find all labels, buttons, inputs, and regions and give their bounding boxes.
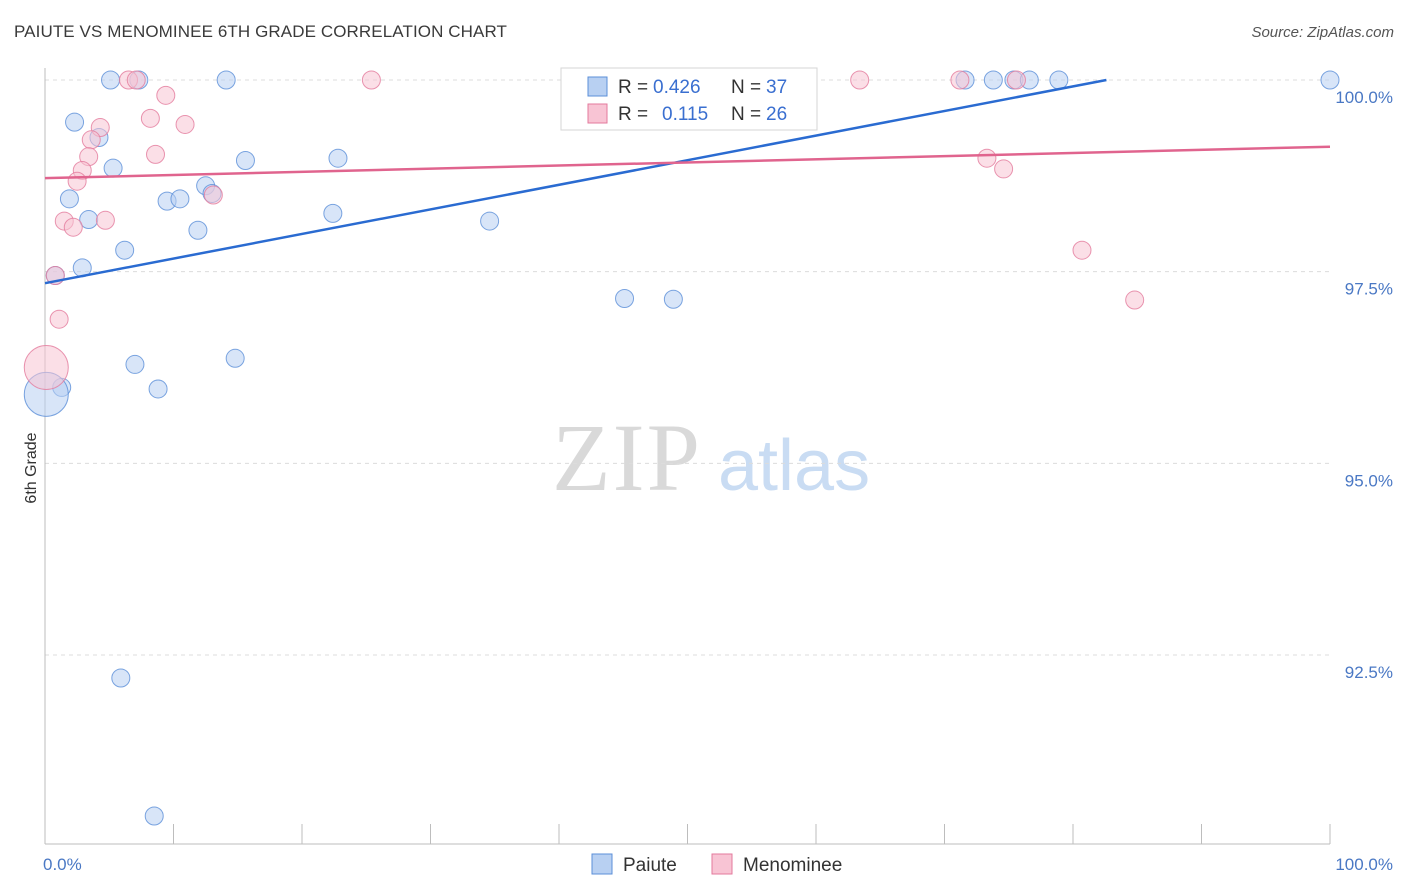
paiute-point-30 [225, 348, 245, 368]
y-tick-label-2: 95.0% [1345, 471, 1393, 490]
legend-menominee-n-value: 26 [766, 104, 787, 125]
paiute-point-31 [125, 354, 145, 374]
paiute-point-24 [188, 220, 208, 240]
menominee-point-5 [1006, 70, 1026, 90]
correlation-legend: R = 0.426 N = 37 R = 0.115 N = 26 [560, 67, 818, 131]
paiute-point-15 [328, 148, 348, 168]
legend-menominee-n-label: N = [731, 104, 761, 125]
menominee-point-1 [126, 70, 146, 90]
paiute-point-23 [480, 211, 500, 231]
menominee-point-15 [977, 148, 997, 168]
legend-paiute-n-value: 37 [766, 77, 787, 98]
legend-menominee-r-value: 0.115 [662, 104, 708, 125]
bottom-legend-menominee-swatch [711, 853, 733, 875]
y-tick-label-1: 97.5% [1345, 280, 1393, 299]
bottom-legend-paiute-swatch [591, 853, 613, 875]
paiute-point-2 [216, 70, 236, 90]
watermark-atlas: atlas [718, 426, 870, 506]
menominee-point-7 [140, 108, 160, 128]
paiute-point-25 [115, 240, 135, 260]
menominee-point-8 [175, 114, 195, 134]
data-points [23, 70, 1340, 826]
x-tick-label-min: 0.0% [43, 855, 82, 874]
paiute-point-9 [1049, 70, 1069, 90]
paiute-point-6 [983, 70, 1003, 90]
paiute-point-28 [615, 289, 635, 308]
paiute-point-11 [65, 112, 85, 132]
menominee-point-10 [81, 130, 101, 150]
legend-paiute-r-value: 0.426 [653, 77, 701, 98]
menominee-point-22 [1125, 290, 1145, 310]
bottom-legend-menominee-label: Menominee [743, 855, 842, 876]
menominee-point-20 [63, 217, 83, 237]
legend-paiute-n-label: N = [731, 77, 761, 98]
trend-lines [44, 78, 1331, 285]
menominee-point-14 [67, 171, 87, 191]
watermark-zip: ZIP [552, 404, 702, 511]
menominee-point-16 [994, 159, 1014, 179]
menominee-point-19 [95, 210, 115, 230]
menominee-trend-line [44, 145, 1331, 180]
menominee-point-3 [850, 70, 870, 90]
menominee-point-2 [361, 70, 381, 90]
source-label: Source: ZipAtlas.com [1251, 24, 1394, 41]
menominee-point-24 [49, 309, 69, 329]
paiute-point-14 [235, 151, 255, 170]
y-tick-labels: 100.0% 97.5% 95.0% 92.5% [1335, 88, 1393, 682]
legend-paiute-swatch [587, 76, 608, 97]
series-legend: Paiute Menominee [591, 853, 842, 876]
y-tick-label-3: 92.5% [1345, 663, 1393, 682]
x-tick-label-max: 100.0% [1335, 855, 1393, 874]
legend-menominee-swatch [587, 103, 608, 124]
paiute-point-22 [323, 203, 343, 223]
chart-title: PAIUTE VS MENOMINEE 6TH GRADE CORRELATIO… [14, 22, 508, 41]
menominee-point-6 [156, 85, 176, 105]
menominee-point-25 [23, 345, 69, 390]
paiute-trend-line [44, 78, 1107, 285]
menominee-point-21 [1072, 240, 1092, 260]
menominee-point-17 [203, 185, 223, 205]
paiute-point-33 [148, 379, 168, 399]
paiute-point-20 [170, 189, 190, 209]
axes [44, 68, 1331, 845]
menominee-point-4 [950, 70, 970, 90]
paiute-point-18 [59, 189, 79, 209]
bottom-legend-paiute-label: Paiute [623, 855, 677, 876]
legend-paiute-r-label: R = [618, 77, 648, 98]
legend-menominee-r-label: R = [618, 104, 648, 125]
paiute-point-10 [1320, 70, 1340, 90]
y-axis-label: 6th Grade [23, 432, 40, 503]
grid-lines [45, 79, 1330, 656]
paiute-point-35 [111, 668, 131, 688]
paiute-point-29 [663, 289, 683, 309]
paiute-point-0 [101, 70, 121, 90]
paiute-point-13 [103, 158, 123, 178]
paiute-point-36 [144, 806, 164, 826]
menominee-point-11 [146, 144, 166, 164]
y-tick-label-0: 100.0% [1335, 88, 1393, 107]
